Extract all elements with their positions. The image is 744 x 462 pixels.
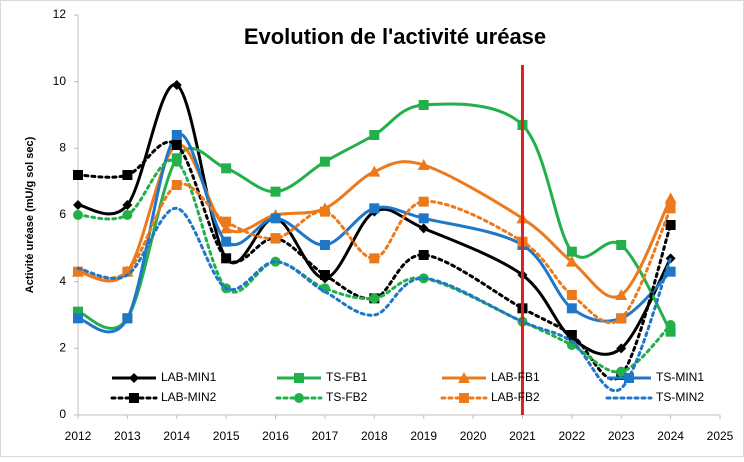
marker xyxy=(418,100,429,110)
marker xyxy=(319,156,330,167)
marker xyxy=(566,246,577,257)
legend-label: TS-MIN1 xyxy=(656,370,704,384)
x-tick-label: 2015 xyxy=(213,429,240,443)
marker xyxy=(616,240,627,250)
series-line xyxy=(76,206,673,393)
marker xyxy=(418,196,429,207)
marker xyxy=(73,200,83,210)
marker xyxy=(369,130,380,140)
x-tick-label: 2017 xyxy=(312,429,339,443)
marker xyxy=(665,220,676,230)
marker xyxy=(319,240,330,250)
marker xyxy=(566,290,577,300)
marker xyxy=(319,206,330,217)
marker xyxy=(615,289,628,300)
marker xyxy=(418,213,429,224)
x-tick-label: 2023 xyxy=(608,429,635,443)
x-tick-label: 2012 xyxy=(65,429,92,443)
marker xyxy=(122,170,133,180)
marker xyxy=(73,306,83,317)
marker xyxy=(122,266,133,277)
legend-label: LAB-FB2 xyxy=(491,390,540,404)
marker xyxy=(624,373,634,383)
marker xyxy=(221,253,232,264)
x-tick-label: 2021 xyxy=(509,429,536,443)
marker xyxy=(270,233,281,244)
marker xyxy=(270,213,281,224)
legend-label: LAB-MIN1 xyxy=(161,370,217,384)
x-tick-label: 2014 xyxy=(163,429,190,443)
marker xyxy=(418,223,429,234)
marker xyxy=(73,266,83,277)
legend-label: TS-FB1 xyxy=(326,370,368,384)
marker xyxy=(369,203,380,214)
marker xyxy=(129,393,139,403)
y-tick-label: 2 xyxy=(59,341,66,355)
x-tick-label: 2020 xyxy=(460,429,487,443)
marker xyxy=(418,250,429,260)
marker xyxy=(122,313,133,324)
marker xyxy=(369,293,380,304)
y-tick-label: 8 xyxy=(59,141,66,155)
y-axis-label: Activité uréase (mU/g sol sec) xyxy=(24,136,36,293)
legend-label: TS-MIN2 xyxy=(656,390,704,404)
marker xyxy=(220,222,233,234)
marker xyxy=(122,210,133,220)
legend-label: LAB-MIN2 xyxy=(161,390,217,404)
marker xyxy=(665,320,676,330)
y-tick-label: 12 xyxy=(53,7,67,21)
marker xyxy=(73,170,83,180)
marker xyxy=(171,80,182,90)
marker xyxy=(221,163,232,174)
x-tick-label: 2022 xyxy=(558,429,585,443)
chart-title: Evolution de l'activité uréase xyxy=(244,24,546,49)
y-tick-label: 0 xyxy=(59,407,66,421)
x-tick-label: 2025 xyxy=(707,429,734,443)
marker xyxy=(319,270,330,280)
marker xyxy=(458,372,470,383)
marker xyxy=(368,165,381,177)
marker xyxy=(221,216,232,227)
x-tick-label: 2016 xyxy=(262,429,289,443)
marker xyxy=(616,366,627,377)
marker xyxy=(294,393,304,403)
marker xyxy=(566,330,577,340)
x-tick-label: 2024 xyxy=(657,429,684,443)
marker xyxy=(665,266,676,277)
marker xyxy=(665,203,676,214)
marker xyxy=(129,373,139,383)
marker xyxy=(616,313,627,324)
x-tick-label: 2013 xyxy=(114,429,141,443)
marker xyxy=(417,159,430,170)
marker xyxy=(171,130,182,140)
marker xyxy=(369,253,380,264)
marker xyxy=(665,326,676,337)
marker xyxy=(664,192,677,204)
marker xyxy=(565,255,578,267)
marker xyxy=(616,343,627,354)
series-line xyxy=(77,102,672,333)
legend-label: LAB-FB1 xyxy=(491,370,540,384)
marker xyxy=(73,313,83,324)
marker xyxy=(459,393,469,403)
y-tick-label: 4 xyxy=(59,274,66,288)
marker xyxy=(270,186,281,197)
marker xyxy=(294,373,304,383)
marker xyxy=(171,156,182,167)
marker xyxy=(122,200,133,210)
marker xyxy=(171,140,182,150)
x-tick-label: 2019 xyxy=(410,429,437,443)
x-tick-label: 2018 xyxy=(361,429,388,443)
marker xyxy=(73,210,83,220)
y-tick-label: 10 xyxy=(53,74,67,88)
y-tick-label: 6 xyxy=(59,207,66,221)
marker xyxy=(171,180,182,190)
marker xyxy=(221,236,232,247)
marker xyxy=(566,303,577,314)
legend-label: TS-FB2 xyxy=(326,390,368,404)
